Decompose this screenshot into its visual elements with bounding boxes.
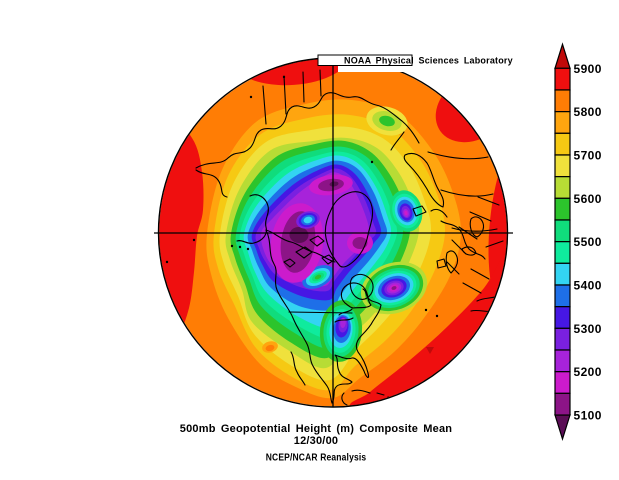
- colorbar-segment: [554, 132, 571, 156]
- colorbar-segment: [554, 241, 571, 264]
- coastline-path: [195, 169, 228, 198]
- coastline-path: [412, 205, 427, 217]
- colorbar-segment: [554, 219, 571, 243]
- contour-fill-layer: [159, 58, 507, 407]
- coastline-path: [469, 216, 485, 238]
- contour-fill: [265, 344, 275, 352]
- colorbar-segment: [554, 111, 571, 134]
- coastline-path: [236, 194, 269, 244]
- island-dot: [424, 308, 428, 312]
- colorbar-tick-label: 5400: [574, 279, 602, 293]
- contour-fill: [404, 210, 408, 216]
- island-dot: [249, 95, 253, 99]
- colorbar-segment: [554, 89, 571, 113]
- coastline-path: [451, 227, 498, 232]
- max-value-marker: [426, 347, 434, 354]
- colorbar: [554, 42, 571, 442]
- coastline-path: [290, 351, 306, 386]
- contour-fill: [303, 216, 313, 224]
- coastline-path: [430, 208, 486, 260]
- caption-date: 12/30/00: [294, 435, 338, 447]
- logo-cover-box: [317, 54, 413, 66]
- coastline-path: [462, 282, 482, 294]
- coastline-path: [470, 268, 490, 280]
- coastline-path: [265, 229, 333, 404]
- island-dot: [435, 314, 439, 318]
- coastline-path: [195, 92, 420, 169]
- colorbar-tick-label: 5900: [574, 62, 602, 76]
- contour-fill: [289, 226, 309, 244]
- colorbar-segment: [554, 262, 571, 286]
- coastline-path: [477, 196, 500, 206]
- island-dot: [192, 238, 196, 242]
- coastline-path: [485, 240, 504, 248]
- coastline-path: [334, 308, 354, 323]
- colorbar-arrow-top: [554, 42, 571, 69]
- coastline-path: [446, 261, 460, 275]
- coastline-layer: [165, 69, 504, 406]
- caption-source: NCEP/NCAR Reanalysis: [266, 452, 367, 463]
- island-dot: [165, 260, 169, 264]
- coastline-path: [321, 254, 335, 265]
- colorbar-tick-label: 5800: [574, 105, 602, 119]
- colorbar-tick-label: 5300: [574, 322, 602, 336]
- coastline-path: [331, 304, 382, 404]
- coastline-path: [319, 69, 322, 97]
- contour-fill: [329, 181, 339, 187]
- island-dot: [238, 245, 242, 249]
- coastline-path: [341, 392, 348, 406]
- island-dot: [230, 244, 234, 248]
- colorbar-segment: [554, 392, 571, 416]
- island-dot: [282, 75, 286, 79]
- contour-fill: [159, 109, 204, 360]
- coastline-path: [461, 246, 477, 256]
- coastline-path: [403, 152, 445, 208]
- caption-title: 500mb Geopotential Height (m) Composite …: [180, 423, 453, 435]
- contour-fill: [314, 274, 322, 280]
- colorbar-tick-label: 5600: [574, 192, 602, 206]
- colorbar-arrow-bottom: [554, 414, 571, 442]
- contour-fill: [352, 237, 368, 249]
- coastline-path: [295, 246, 313, 259]
- colorbar-segment: [554, 371, 571, 394]
- colorbar-segment: [554, 197, 571, 221]
- colorbar-segment: [554, 176, 571, 199]
- colorbar-labels: 5900 5800 5700 5600 5500 5400 5300 5200 5100: [574, 62, 602, 423]
- colorbar-segment: [554, 154, 571, 178]
- colorbar-tick-label: 5200: [574, 365, 602, 379]
- colorbar-segment: [554, 327, 571, 351]
- contour-fill: [391, 286, 397, 290]
- agency-label: NOAA Physical Sciences Laboratory: [344, 56, 513, 66]
- coastline-path: [283, 258, 296, 268]
- coastline-path: [309, 235, 325, 247]
- coastline-path: [436, 258, 447, 269]
- colorbar-segment: [554, 349, 571, 373]
- colorbar-segment: [554, 306, 571, 329]
- coastline-path: [302, 71, 305, 103]
- contour-fill: [379, 115, 395, 127]
- grid-lines: [154, 58, 513, 407]
- coastline-path: [427, 151, 489, 160]
- coastline-path: [440, 189, 494, 197]
- coastline-path: [362, 288, 382, 306]
- coastline-path: [390, 131, 405, 151]
- colorbar-tick-label: 5500: [574, 235, 602, 249]
- coastline-path: [469, 211, 492, 222]
- coastline-path: [349, 273, 374, 300]
- contour-fill: [349, 239, 507, 407]
- island-dot: [246, 247, 250, 251]
- coastline-path: [283, 75, 287, 115]
- coastline-path: [262, 85, 267, 125]
- island-dot: [370, 160, 374, 164]
- colorbar-tick-label: 5100: [574, 409, 602, 423]
- colorbar-segment: [554, 284, 571, 308]
- coastline-path: [324, 191, 374, 268]
- coastline-path: [445, 250, 459, 274]
- colorbar-tick-label: 5700: [574, 149, 602, 163]
- colorbar-segment: [554, 67, 571, 91]
